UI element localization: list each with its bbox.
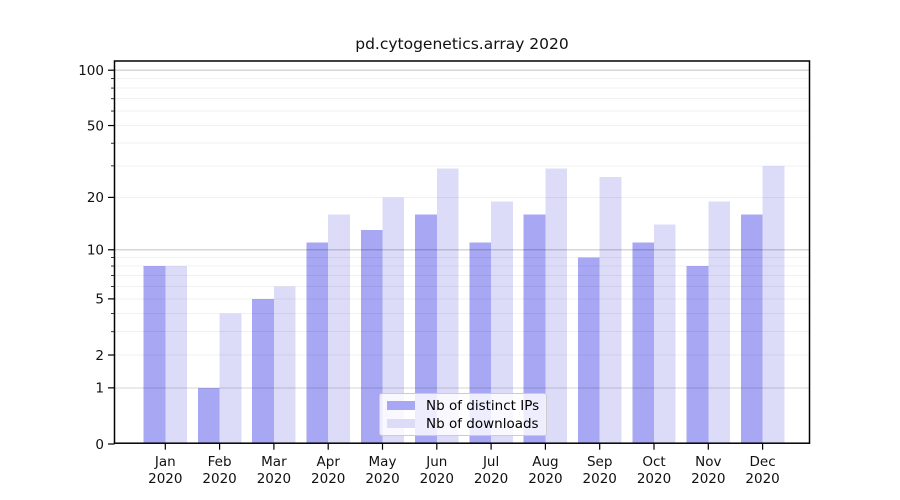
x-tick-label: Jan 2020 bbox=[148, 454, 182, 487]
bar-ips-jun bbox=[415, 214, 437, 444]
bar-downloads-jan bbox=[165, 266, 187, 444]
y-tick-label: 10 bbox=[87, 243, 104, 259]
legend-label-downloads: Nb of downloads bbox=[426, 415, 539, 432]
y-tick-label: 100 bbox=[78, 63, 104, 79]
x-tick-label: Jun 2020 bbox=[420, 454, 454, 487]
bar-ips-jan bbox=[143, 266, 166, 444]
bar-ips-may bbox=[360, 230, 383, 444]
y-tick-label: 2 bbox=[95, 348, 104, 364]
legend-swatch-distinct-ips bbox=[387, 400, 415, 411]
y-tick-label: 0 bbox=[95, 437, 104, 453]
legend: Nb of distinct IPs Nb of downloads bbox=[379, 393, 547, 436]
legend-item-distinct-ips: Nb of distinct IPs bbox=[387, 397, 546, 414]
bar-downloads-sep bbox=[599, 177, 622, 444]
bar-ips-nov bbox=[686, 266, 709, 444]
bar-downloads-dec bbox=[762, 165, 785, 444]
bar-ips-mar bbox=[252, 298, 274, 444]
bar-ips-feb bbox=[197, 387, 220, 444]
y-tick-label: 1 bbox=[95, 381, 104, 397]
x-tick-label: Apr 2020 bbox=[311, 454, 345, 487]
bar-downloads-jun bbox=[436, 168, 459, 444]
plot-frame bbox=[113, 60, 811, 444]
chart-title: pd.cytogenetics.array 2020 bbox=[355, 35, 569, 53]
legend-label-distinct-ips: Nb of distinct IPs bbox=[426, 397, 540, 414]
y-tick-label: 20 bbox=[87, 190, 104, 206]
bar-downloads-nov bbox=[708, 201, 730, 444]
x-tick-label: Oct 2020 bbox=[637, 454, 671, 487]
x-tick-label: Mar 2020 bbox=[257, 454, 291, 487]
bar-downloads-apr bbox=[328, 214, 350, 444]
bar-downloads-mar bbox=[273, 286, 296, 444]
x-tick-label: Nov 2020 bbox=[691, 454, 725, 487]
bar-ips-aug bbox=[523, 214, 546, 444]
legend-swatch-downloads bbox=[387, 418, 415, 429]
y-tick-label: 5 bbox=[95, 292, 104, 308]
y-tick-label: 50 bbox=[87, 118, 104, 134]
x-tick-label: Dec 2020 bbox=[745, 454, 779, 487]
bar-downloads-may bbox=[382, 197, 405, 444]
bar-downloads-feb bbox=[219, 313, 242, 444]
bar-downloads-oct bbox=[654, 224, 676, 444]
bar-ips-dec bbox=[740, 214, 763, 444]
bar-ips-oct bbox=[632, 242, 654, 444]
bar-ips-sep bbox=[578, 257, 600, 444]
bar-downloads-aug bbox=[545, 168, 568, 444]
bar-ips-apr bbox=[306, 242, 329, 444]
x-tick-label: Jul 2020 bbox=[474, 454, 508, 487]
x-tick-label: Feb 2020 bbox=[202, 454, 236, 487]
bar-downloads-jul bbox=[491, 201, 513, 444]
x-tick-label: Aug 2020 bbox=[528, 454, 562, 487]
x-tick-label: May 2020 bbox=[365, 454, 399, 487]
x-tick-label: Sep 2020 bbox=[583, 454, 617, 487]
legend-item-downloads: Nb of downloads bbox=[387, 415, 546, 432]
